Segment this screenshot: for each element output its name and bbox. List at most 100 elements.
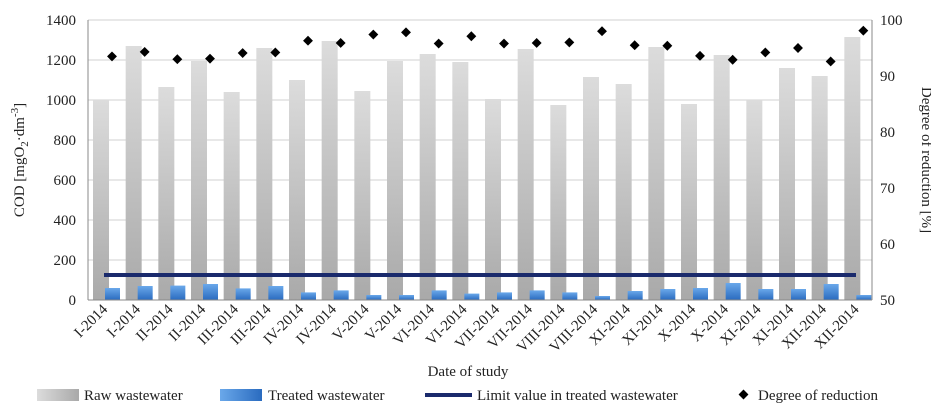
legend-swatch-degree-of-reduction (738, 389, 749, 400)
degree-of-reduction-point (172, 54, 183, 65)
degree-of-reduction-point (760, 47, 771, 58)
raw-wastewater-bar (583, 77, 599, 300)
right-axis-tick-label: 50 (880, 293, 895, 309)
degree-of-reduction-point (466, 31, 477, 42)
treated-wastewater-bar (170, 285, 186, 300)
axes-group (87, 20, 873, 301)
treated-wastewater-bar (105, 288, 120, 300)
degree-of-reduction-point (433, 38, 444, 49)
treated-wastewater-bar (856, 295, 872, 300)
right-axis-tick-label: 60 (880, 237, 895, 253)
x-axis-tick-label: I-2014 (72, 301, 112, 341)
raw-wastewater-bar (811, 76, 828, 300)
raw-wastewater-bar (419, 54, 436, 300)
left-axis-tick-label: 400 (54, 213, 77, 229)
degree-of-reduction-point (793, 43, 803, 53)
raw-wastewater-bar (125, 46, 142, 300)
degree-of-reduction-point (597, 26, 607, 37)
raw-wastewater-bar (746, 100, 763, 300)
left-axis-ticks: 0 200 400 600 800 1000 1200 1400 (46, 13, 76, 309)
treated-wastewater-bar (627, 291, 643, 300)
treated-wastewater-bar (693, 288, 708, 300)
x-axis-ticks: I-2014I-2014II-2014II-2014III-2014III-20… (72, 301, 863, 356)
raw-wastewater-bar (779, 68, 795, 300)
treated-wastewater-bar (268, 286, 284, 300)
treated-wastewater-bar (595, 296, 610, 300)
treated-wastewater-bar (823, 284, 839, 300)
treated-wastewater-bar (497, 292, 512, 300)
right-axis-tick-label: 80 (880, 125, 895, 141)
degree-of-reduction-point (401, 27, 411, 38)
treated-wastewater-bar (725, 283, 741, 300)
gridlines (88, 19, 872, 261)
left-axis-tick-label: 1200 (46, 53, 76, 69)
right-axis-ticks: 50 60 70 80 90 100 (880, 13, 903, 309)
left-axis-tick-label: 0 (69, 293, 77, 309)
legend-swatch-raw-wastewater (37, 389, 79, 401)
reduction-points-group (107, 25, 869, 67)
right-axis-tick-label: 70 (880, 181, 895, 197)
treated-wastewater-bar (399, 295, 414, 300)
raw-wastewater-bar (191, 61, 207, 300)
right-axis-tick-label: 90 (880, 69, 895, 85)
bars-group (93, 37, 872, 300)
degree-of-reduction-point (629, 40, 640, 51)
treated-wastewater-bar (529, 290, 545, 300)
legend-label-treated-wastewater: Treated wastewater (268, 388, 384, 404)
right-axis-tick-label: 100 (880, 13, 903, 29)
degree-of-reduction-point (531, 38, 542, 48)
degree-of-reduction-point (662, 40, 673, 51)
degree-of-reduction-point (564, 37, 575, 48)
legend-label-limit-value: Limit value in treated wastewater (477, 388, 678, 404)
degree-of-reduction-point (368, 29, 379, 40)
raw-wastewater-bar (615, 84, 632, 300)
raw-wastewater-bar (681, 104, 697, 300)
degree-of-reduction-point (303, 35, 313, 46)
treated-wastewater-bar (235, 288, 251, 300)
raw-wastewater-bar (844, 37, 861, 300)
treated-wastewater-bar (203, 284, 218, 300)
right-axis-title: Degree of reduction [%] (918, 87, 931, 233)
x-axis-title: Date of study (428, 364, 509, 380)
degree-of-reduction-point (139, 46, 150, 57)
treated-wastewater-bar (366, 295, 382, 300)
legend-label-degree-of-reduction: Degree of reduction (758, 388, 878, 404)
left-axis-tick-label: 200 (54, 253, 77, 269)
left-axis-title: COD [mgO2·dm-3] (9, 103, 31, 217)
left-axis-tick-label: 1400 (46, 13, 76, 29)
degree-of-reduction-point (825, 56, 836, 67)
raw-wastewater-bar (289, 80, 305, 300)
legend-swatch-treated-wastewater (220, 389, 262, 401)
raw-wastewater-bar (452, 62, 469, 300)
treated-wastewater-bar (301, 292, 316, 300)
raw-wastewater-bar (354, 91, 371, 300)
left-axis-tick-label: 1000 (46, 93, 76, 109)
degree-of-reduction-point (107, 51, 117, 62)
treated-wastewater-bar (660, 289, 676, 300)
treated-wastewater-bar (137, 286, 153, 300)
raw-wastewater-bar (321, 41, 338, 300)
left-axis-tick-label: 600 (54, 173, 77, 189)
raw-wastewater-bar (648, 47, 665, 300)
raw-wastewater-bar (517, 49, 534, 300)
raw-wastewater-bar (485, 99, 501, 300)
treated-wastewater-bar (333, 290, 349, 300)
treated-wastewater-bar (431, 290, 447, 300)
left-axis-tick-label: 800 (54, 133, 77, 149)
degree-of-reduction-point (858, 25, 869, 36)
legend: Raw wastewater Treated wastewater Limit … (37, 388, 878, 404)
raw-wastewater-bar (223, 92, 240, 300)
degree-of-reduction-point (727, 54, 738, 65)
raw-wastewater-bar (256, 48, 273, 300)
raw-wastewater-bar (713, 55, 730, 300)
treated-wastewater-bar (758, 289, 774, 300)
degree-of-reduction-point (205, 53, 215, 64)
raw-wastewater-bar (550, 105, 567, 300)
treated-wastewater-bar (562, 292, 578, 300)
raw-wastewater-bar (93, 100, 109, 300)
legend-label-raw-wastewater: Raw wastewater (84, 388, 183, 404)
degree-of-reduction-point (695, 50, 705, 61)
treated-wastewater-bar (791, 289, 806, 300)
treated-wastewater-bar (464, 293, 480, 300)
